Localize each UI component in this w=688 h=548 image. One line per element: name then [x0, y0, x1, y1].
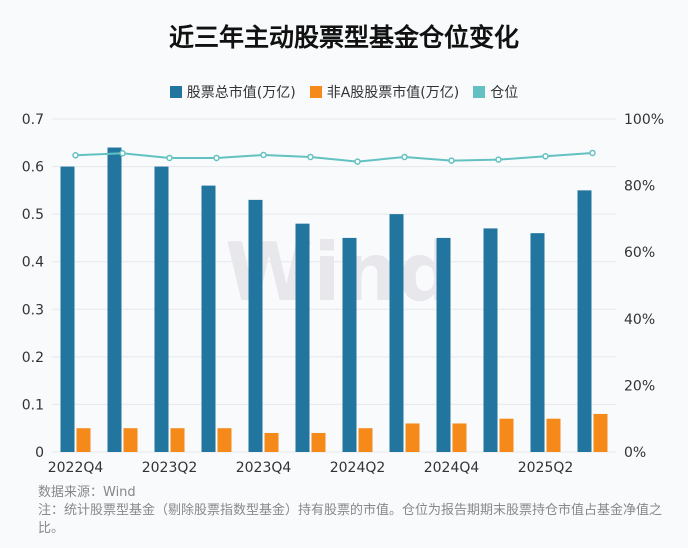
bar-total-2024Q3	[389, 214, 404, 452]
y2-tick-label: 100%	[624, 112, 664, 128]
bar-nona-2023Q1	[123, 428, 138, 452]
x-tick-label: 2023Q4	[236, 460, 292, 476]
y-tick-label: 0.5	[22, 207, 44, 223]
y-tick-label: 0.6	[22, 160, 44, 176]
y-tick-label: 0	[35, 445, 44, 461]
y2-tick-label: 40%	[624, 312, 655, 328]
y-tick-label: 0.7	[22, 112, 44, 128]
bar-nona-2025Q2	[546, 418, 561, 452]
point-position-2023Q4	[260, 151, 267, 159]
bar-total-2023Q2	[154, 166, 169, 453]
point-position-2023Q2	[166, 154, 173, 162]
y-tick-label: 0.4	[22, 255, 44, 271]
point-position-2025Q1	[495, 156, 502, 163]
legend-item-total: 股票总市值(万亿)	[169, 82, 296, 102]
point-position-2025Q2	[542, 153, 549, 160]
y2-tick-label: 0%	[624, 445, 646, 461]
y-tick-label: 0.1	[22, 397, 44, 413]
y2-tick-label: 60%	[624, 245, 655, 261]
bar-nona-2025Q3	[593, 413, 608, 452]
bar-total-2023Q3	[201, 185, 216, 452]
x-tick-label: 2024Q4	[424, 460, 480, 476]
chart-title: 近三年主动股票型基金仓位变化	[168, 23, 519, 52]
bar-nona-2024Q1	[311, 432, 326, 452]
point-position-2024Q4	[448, 157, 455, 164]
point-position-2024Q1	[307, 153, 314, 161]
bar-nona-2024Q2	[358, 428, 373, 452]
bar-total-2025Q2	[530, 233, 545, 452]
footnote: 注：统计股票型基金（剔除股票指数型基金）持有股票的市值。仓位为报告期期末股票持仓…	[38, 503, 663, 536]
bar-total-2024Q1	[295, 223, 310, 452]
bar-total-2024Q2	[342, 237, 357, 452]
bar-nona-2024Q4	[452, 423, 467, 452]
y2-tick-label: 20%	[624, 378, 655, 394]
bar-total-2024Q4	[436, 237, 451, 452]
bar-total-2023Q1	[107, 147, 122, 453]
x-tick-label: 2024Q2	[330, 460, 386, 476]
bar-nona-2025Q1	[499, 418, 514, 452]
y2-tick-label: 80%	[624, 179, 655, 195]
source-note: 数据来源：Wind	[38, 485, 136, 500]
y-tick-label: 0.2	[22, 350, 44, 366]
bar-nona-2023Q3	[217, 428, 232, 452]
legend-item-position: 仓位	[473, 82, 518, 102]
point-position-2024Q2	[354, 158, 361, 165]
x-tick-label: 2023Q2	[142, 460, 198, 476]
bar-total-2025Q3	[577, 190, 592, 452]
bar-nona-2022Q4	[76, 428, 91, 452]
watermark: Wind	[225, 226, 455, 319]
point-position-2023Q1	[119, 150, 126, 157]
bar-nona-2023Q2	[170, 428, 185, 452]
point-position-2022Q4	[72, 152, 79, 159]
bar-total-2025Q1	[483, 228, 498, 452]
legend: 股票总市值(万亿) 非A股股票市值(万亿) 仓位	[0, 82, 688, 102]
point-position-2024Q3	[401, 153, 408, 161]
x-tick-label: 2025Q2	[518, 460, 574, 476]
y-tick-label: 0.3	[22, 302, 44, 318]
bar-nona-2024Q3	[405, 423, 420, 452]
footer: 数据来源：Wind 注：统计股票型基金（剔除股票指数型基金）持有股票的市值。仓位…	[38, 484, 678, 538]
bar-total-2022Q4	[60, 166, 75, 453]
point-position-2025Q3	[589, 149, 596, 157]
bar-total-2023Q4	[248, 199, 263, 452]
legend-item-nona: 非A股股票市值(万亿)	[309, 82, 459, 102]
bar-nona-2023Q4	[264, 432, 279, 452]
line-position	[75, 151, 593, 163]
point-position-2023Q3	[213, 154, 220, 162]
x-tick-label: 2022Q4	[48, 460, 104, 476]
